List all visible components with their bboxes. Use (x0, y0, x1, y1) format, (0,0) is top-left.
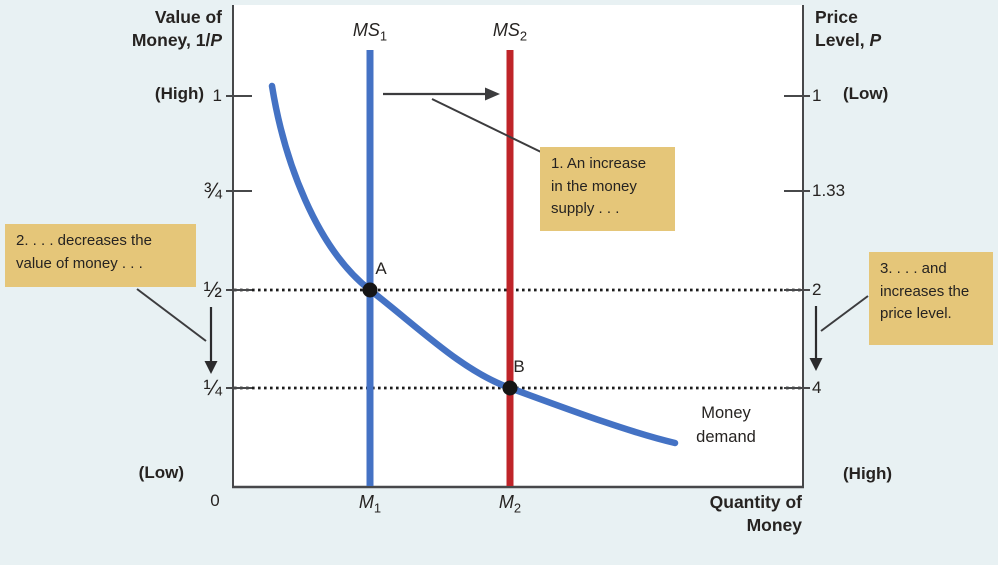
left-axis-low-label: (Low) (138, 463, 184, 482)
right-tick-1: 1 (812, 86, 822, 105)
ms1-curve-label: MS1 (352, 20, 388, 44)
m2-quantity-label: M2 (498, 492, 522, 516)
callout-increases-price-level: 3. . . . and increases the price level. (869, 252, 993, 345)
right-axis-high-label: (High) (843, 464, 893, 483)
left-axis-high-label: (High) (154, 84, 204, 103)
callout-decreases-value: 2. . . . decreases the value of money . … (5, 224, 196, 287)
money-demand-label: Money demand (696, 404, 756, 446)
point-b-label: B (513, 357, 525, 376)
right-tick-4: 4 (812, 378, 822, 397)
bottom-margin-strip (0, 565, 998, 570)
left-axis-ticks (226, 95, 252, 389)
x-axis-title: Quantity of Money (709, 492, 802, 535)
right-tick-1-33: 1.33 (812, 181, 846, 200)
right-axis-low-label: (Low) (843, 84, 889, 103)
callout1-pointer-line (431, 98, 542, 153)
left-axis-title: Value of Money, 1/P (131, 7, 222, 51)
origin-label: 0 (210, 491, 220, 510)
m1-quantity-label: M1 (358, 492, 382, 516)
callout2-pointer-line (136, 288, 207, 342)
right-axis-title: Price Level, P (815, 7, 882, 51)
ms2-curve-label: MS2 (492, 20, 528, 44)
left-tick-3-4: ¾ (203, 178, 222, 203)
right-axis-ticks (784, 95, 810, 389)
right-tick-2: 2 (812, 280, 822, 299)
supply-shift-arrow (383, 87, 500, 101)
left-tick-1: 1 (212, 86, 222, 105)
money-demand-curve (268, 82, 679, 447)
point-a-label: A (375, 259, 387, 278)
price-level-down-arrow (809, 306, 823, 371)
equilibrium-point-a (362, 282, 378, 298)
equilibrium-point-b (502, 380, 518, 396)
value-of-money-down-arrow (204, 307, 218, 374)
left-tick-1-2: ½ (203, 277, 222, 302)
left-tick-1-4: ¼ (203, 375, 222, 400)
callout-increase-money-supply: 1. An increase in the money supply . . . (540, 147, 675, 231)
callout3-pointer-line (820, 295, 869, 332)
